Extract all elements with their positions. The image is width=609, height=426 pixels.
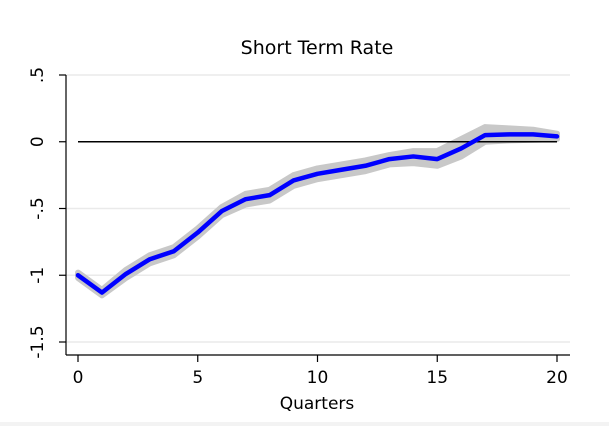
x-tick-label-1: 5 [192, 368, 203, 388]
x-tick-label-0: 0 [73, 368, 84, 388]
series-line-layer [78, 134, 557, 292]
y-tick-label-2: -.5 [28, 197, 48, 219]
x-tick-labels: 0 5 10 15 20 [73, 368, 568, 388]
series-line [78, 134, 557, 292]
gridlines [66, 75, 570, 342]
confidence-band [78, 127, 557, 295]
x-tick-label-3: 15 [426, 368, 448, 388]
y-tick-label-1: -1 [28, 267, 48, 284]
y-tick-label-4: .5 [28, 67, 48, 83]
confidence-band-layer [78, 127, 557, 295]
y-tick-labels: -1.5 -1 -.5 0 .5 [28, 67, 48, 359]
y-tick-label-3: 0 [28, 136, 48, 147]
x-axis-title: Quarters [280, 394, 355, 414]
x-tick-label-4: 20 [546, 368, 568, 388]
chart-title: Short Term Rate [241, 37, 394, 59]
y-tick-label-0: -1.5 [28, 325, 48, 358]
x-tick-label-2: 10 [307, 368, 329, 388]
axes [59, 75, 570, 362]
